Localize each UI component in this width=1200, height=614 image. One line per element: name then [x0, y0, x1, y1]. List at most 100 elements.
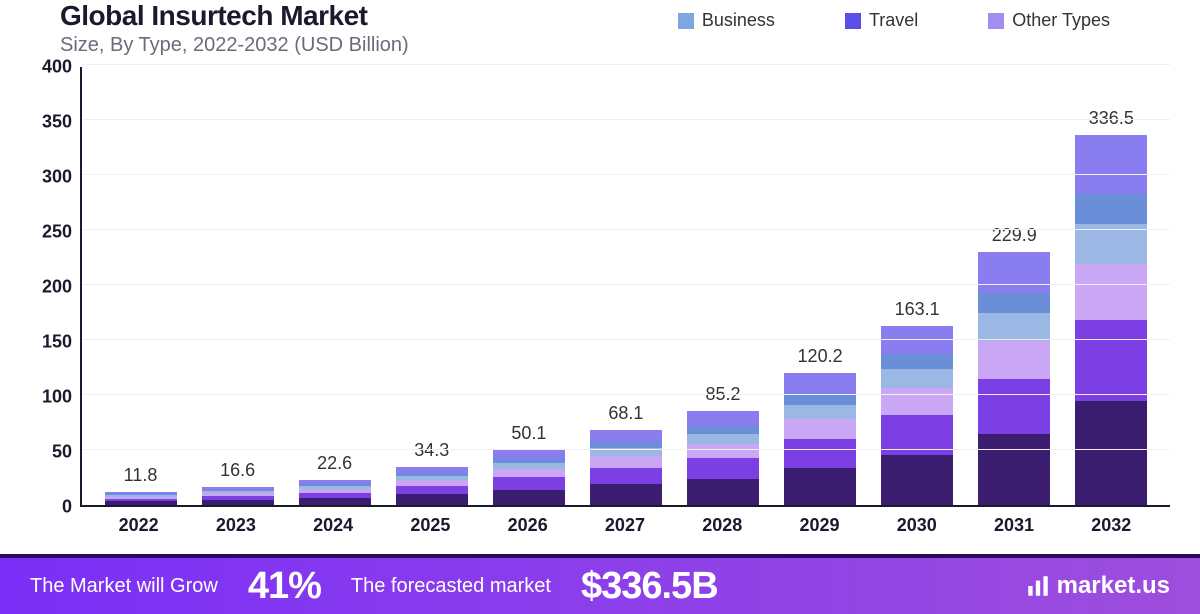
bar-segment: [590, 484, 662, 505]
bar-total-label: 50.1: [511, 423, 546, 444]
bar-segment: [1075, 194, 1147, 224]
chart-header: Global Insurtech Market Size, By Type, 2…: [30, 0, 1170, 57]
bar-segment: [1075, 264, 1147, 320]
bar-segment: [784, 419, 856, 439]
legend-item: Business: [678, 10, 775, 31]
bar-segment: [881, 388, 953, 415]
bar-segment: [299, 498, 371, 505]
x-axis: 2022 2023 2024 2025 2026 2027 2028 2029 2030 2031…: [30, 507, 1170, 536]
bar-stack: [396, 467, 468, 505]
grid-line: [82, 119, 1170, 120]
bar-segment: [1075, 135, 1147, 194]
x-tick: 2028: [686, 515, 758, 536]
bar-segment: [881, 455, 953, 505]
bar-segment: [978, 379, 1050, 435]
bar-column: 16.6: [202, 460, 274, 505]
legend-label: Other Types: [1012, 10, 1110, 31]
bar-stack: [493, 450, 565, 505]
x-tick: 2031: [978, 515, 1050, 536]
legend-swatch: [678, 13, 694, 29]
bar-segment: [784, 405, 856, 420]
y-tick: 350: [42, 112, 72, 133]
bar-segment: [881, 369, 953, 389]
legend-item: Travel: [845, 10, 918, 31]
footer-big-1: 41%: [248, 565, 321, 608]
bar-stack: [784, 373, 856, 505]
bar-segment: [590, 456, 662, 467]
bar-segment: [978, 293, 1050, 313]
x-tick: 2022: [103, 515, 175, 536]
bar-segment: [784, 373, 856, 394]
bar-total-label: 68.1: [608, 403, 643, 424]
bar-segment: [105, 501, 177, 505]
grid-line: [82, 229, 1170, 230]
legend-item: Other Types: [988, 10, 1110, 31]
grid-line: [82, 394, 1170, 395]
bar-total-label: 163.1: [895, 299, 940, 320]
footer-big-2: $336.5B: [581, 565, 718, 608]
bar-column: 120.2: [784, 346, 856, 505]
bar-stack: [978, 252, 1050, 505]
brand-icon: [1025, 573, 1051, 599]
footer-text-2: The forecasted market: [351, 575, 551, 598]
x-tick: 2029: [783, 515, 855, 536]
grid-line: [82, 449, 1170, 450]
grid-line: [82, 284, 1170, 285]
bar-segment: [978, 341, 1050, 379]
bar-segment: [1075, 320, 1147, 401]
bar-stack: [202, 487, 274, 505]
bar-segment: [493, 469, 565, 477]
y-axis: 050100150200250300350400: [30, 67, 80, 507]
bar-stack: [687, 411, 759, 505]
bar-total-label: 16.6: [220, 460, 255, 481]
legend-label: Business: [702, 10, 775, 31]
x-tick: 2030: [881, 515, 953, 536]
bar-column: 229.9: [978, 225, 1050, 505]
bar-segment: [687, 426, 759, 433]
footer-text-1: The Market will Grow: [30, 575, 218, 598]
grid-line: [82, 64, 1170, 65]
legend-swatch: [988, 13, 1004, 29]
bar-column: 22.6: [299, 453, 371, 505]
bar-segment: [493, 490, 565, 505]
bar-segment: [978, 434, 1050, 505]
bar-segment: [978, 313, 1050, 341]
x-tick: 2027: [589, 515, 661, 536]
footer-brand: market.us: [1025, 572, 1170, 600]
y-tick: 100: [42, 387, 72, 408]
bar-segment: [881, 354, 953, 368]
grid-line: [82, 339, 1170, 340]
bar-stack: [105, 492, 177, 505]
legend: Business Travel Other Types: [678, 0, 1150, 31]
bar-column: 50.1: [493, 423, 565, 505]
chart-title: Global Insurtech Market: [60, 0, 409, 32]
bar-stack: [881, 326, 953, 505]
bar-segment: [687, 479, 759, 505]
legend-label: Travel: [869, 10, 918, 31]
x-tick: 2024: [297, 515, 369, 536]
bar-stack: [590, 430, 662, 505]
bar-segment: [784, 439, 856, 468]
plot: 050100150200250300350400 11.816.622.634.…: [30, 67, 1170, 507]
chart-container: Global Insurtech Market Size, By Type, 2…: [0, 0, 1200, 536]
bar-segment: [493, 477, 565, 489]
bar-segment: [493, 450, 565, 459]
bar-segment: [590, 468, 662, 484]
grid-line: [82, 174, 1170, 175]
title-block: Global Insurtech Market Size, By Type, 2…: [60, 0, 409, 57]
chart-subtitle: Size, By Type, 2022-2032 (USD Billion): [60, 34, 409, 57]
y-tick: 300: [42, 167, 72, 188]
y-tick: 0: [62, 497, 72, 518]
x-tick: 2032: [1075, 515, 1147, 536]
bars: 11.816.622.634.350.168.185.2120.2163.122…: [82, 67, 1170, 505]
x-tick: 2025: [394, 515, 466, 536]
bar-column: 11.8: [105, 465, 177, 505]
brand-text: market.us: [1057, 572, 1170, 600]
y-tick: 200: [42, 277, 72, 298]
bar-segment: [202, 500, 274, 505]
x-tick: 2023: [200, 515, 272, 536]
x-tick: 2026: [492, 515, 564, 536]
footer-banner: The Market will Grow 41% The forecasted …: [0, 554, 1200, 614]
bar-column: 68.1: [590, 403, 662, 505]
y-tick: 150: [42, 332, 72, 353]
